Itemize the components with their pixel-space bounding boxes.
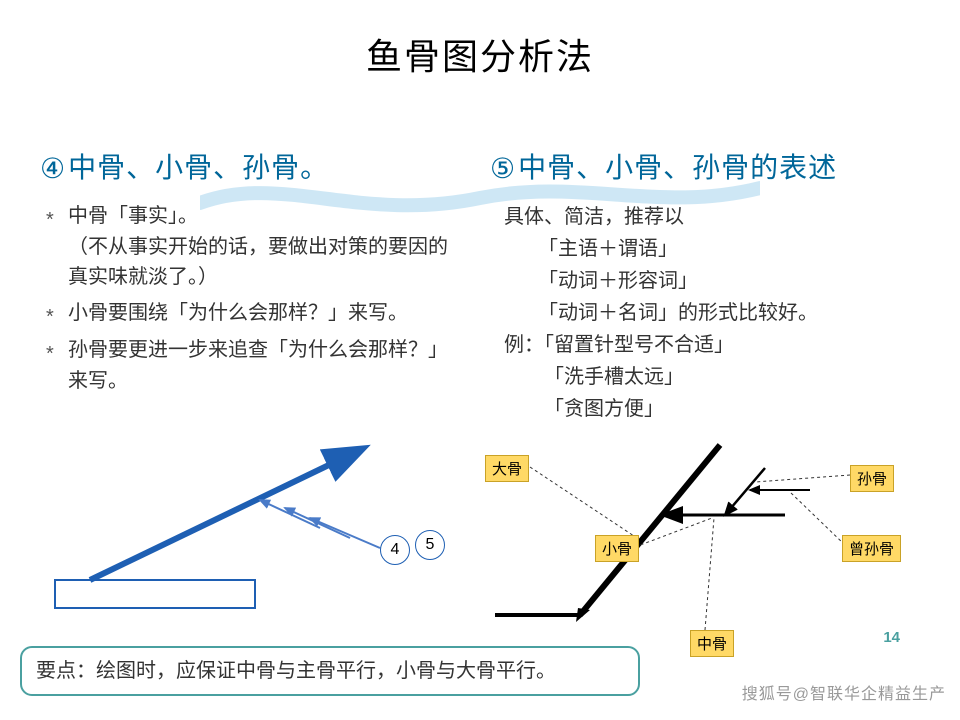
section4-head-text: 中骨、小骨、孙骨。 <box>68 152 329 183</box>
right-line: 例：「留置针型号不合适」 <box>504 329 920 361</box>
left-column: ④中骨、小骨、孙骨。 中骨「事实」。 （不从事实开始的话，要做出对策的要因的真实… <box>0 150 480 425</box>
content-columns: ④中骨、小骨、孙骨。 中骨「事实」。 （不从事实开始的话，要做出对策的要因的真实… <box>0 150 960 425</box>
tag-dagu: 大骨 <box>485 455 529 482</box>
bullet-item: 孙骨要更进一步来追查「为什么会那样？」来写。 <box>40 335 456 397</box>
watermark-text: 搜狐号@智联华企精益生产 <box>742 680 946 704</box>
section5-head-text: 中骨、小骨、孙骨的表述 <box>518 152 837 183</box>
right-line: 「贪图方便」 <box>504 393 920 425</box>
left-diagram-svg <box>50 440 450 620</box>
right-line: 具体、简洁，推荐以 <box>504 201 920 233</box>
section4-heading: ④中骨、小骨、孙骨。 <box>40 150 456 187</box>
bullet-sub: （不从事实开始的话，要做出对策的要因的真实味就淡了。） <box>68 232 456 292</box>
page-title: 鱼骨图分析法 <box>0 0 960 80</box>
tag-zhonggu: 中骨 <box>690 630 734 657</box>
section4-num: ④ <box>40 151 66 187</box>
bullet-item: 中骨「事实」。 （不从事实开始的话，要做出对策的要因的真实味就淡了。） <box>40 201 456 292</box>
section5-num: ⑤ <box>490 151 516 187</box>
right-line: 「主语＋谓语」 <box>504 233 920 265</box>
right-column: ⑤中骨、小骨、孙骨的表述 具体、简洁，推荐以 「主语＋谓语」 「动词＋形容词」 … <box>480 150 960 425</box>
right-line: 「动词＋名词」的形式比较好。 <box>504 297 920 329</box>
page-number: 14 <box>883 629 900 646</box>
circle-4: 4 <box>380 535 410 565</box>
right-line: 「洗手槽太远」 <box>504 361 920 393</box>
bullet-item: 小骨要围绕「为什么会那样？」来写。 <box>40 298 456 329</box>
right-diagram: 大骨 小骨 中骨 孙骨 曾孙骨 <box>490 440 920 660</box>
bullet-main: 孙骨要更进一步来追查「为什么会那样？」来写。 <box>68 339 448 392</box>
circle-5: 5 <box>415 530 445 560</box>
bullet-main: 小骨要围绕「为什么会那样？」来写。 <box>68 302 408 324</box>
tag-xiaogu: 小骨 <box>595 535 639 562</box>
section4-bullets: 中骨「事实」。 （不从事实开始的话，要做出对策的要因的真实味就淡了。） 小骨要围… <box>40 201 456 397</box>
footer-note: 要点：绘图时，应保证中骨与主骨平行，小骨与大骨平行。 <box>20 646 640 696</box>
tag-sungu: 孙骨 <box>850 465 894 492</box>
section5-body: 具体、简洁，推荐以 「主语＋谓语」 「动词＋形容词」 「动词＋名词」的形式比较好… <box>490 201 920 425</box>
left-diagram: 4 5 <box>50 440 450 620</box>
section5-heading: ⑤中骨、小骨、孙骨的表述 <box>490 150 920 187</box>
right-line: 「动词＋形容词」 <box>504 265 920 297</box>
bullet-main: 中骨「事实」。 <box>68 205 198 227</box>
tag-zengsun: 曾孙骨 <box>842 535 901 562</box>
